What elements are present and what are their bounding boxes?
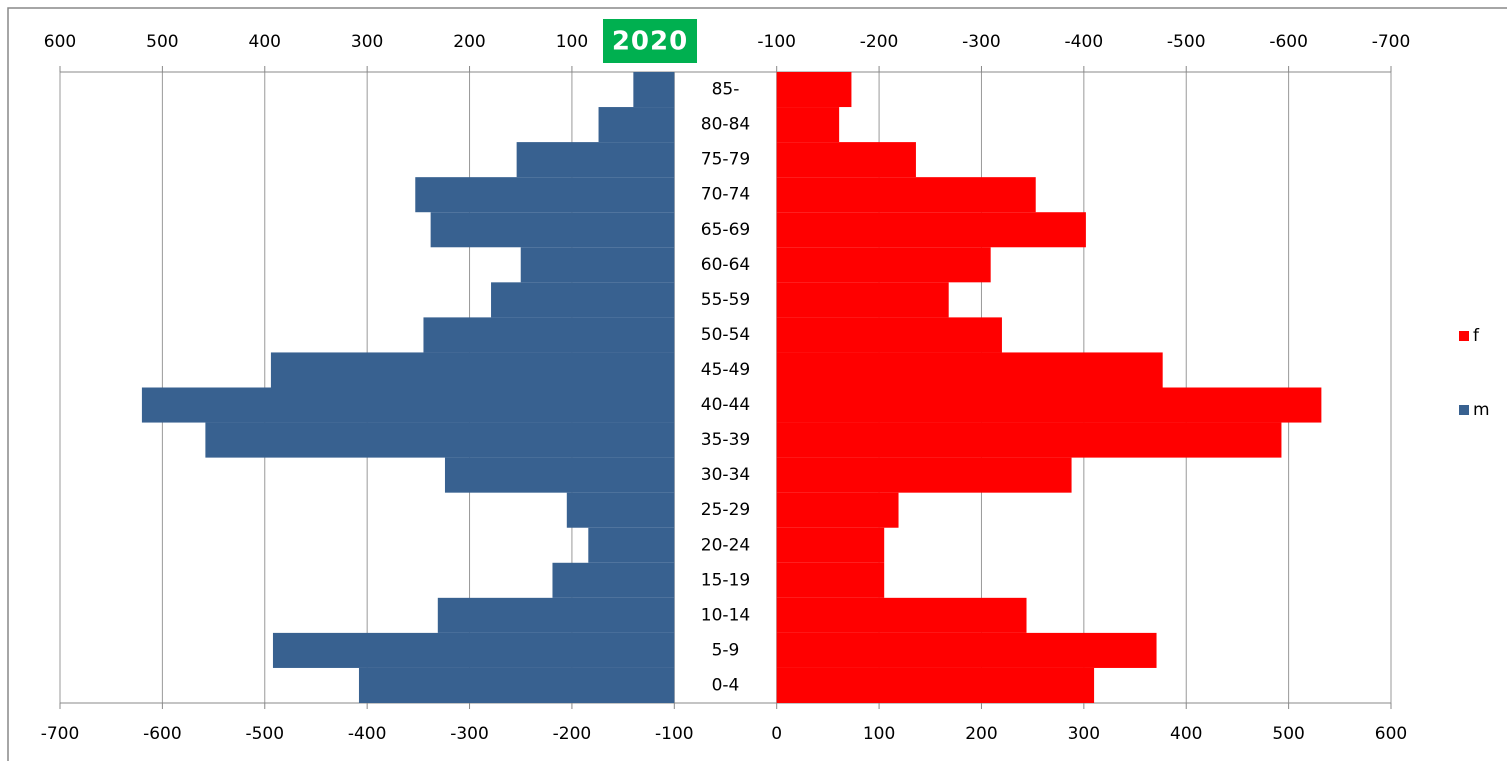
x-tick-label: 100	[863, 724, 895, 744]
category-label: 10-14	[701, 605, 750, 625]
x-tick-label: -300	[450, 724, 489, 744]
bar	[776, 667, 1095, 703]
legend-label: m	[1473, 400, 1490, 420]
x2-tick-label: -300	[962, 32, 1001, 52]
bar	[358, 667, 675, 703]
bar	[776, 107, 840, 143]
x2-tick-label: -600	[1269, 32, 1308, 52]
category-label: 65-69	[701, 220, 750, 240]
title-box	[603, 19, 697, 63]
bar	[588, 527, 675, 563]
bar	[633, 72, 675, 108]
legend-swatch	[1459, 405, 1469, 415]
x2-tick-label: -700	[1372, 32, 1411, 52]
x-tick-label: -500	[245, 724, 284, 744]
bar	[423, 317, 675, 353]
x-tick-label: -200	[553, 724, 592, 744]
x-tick-label: -600	[143, 724, 182, 744]
bar	[776, 142, 916, 178]
bar	[415, 177, 675, 213]
x-tick-label: 500	[1272, 724, 1304, 744]
category-label: 85-	[712, 80, 740, 100]
bar	[776, 422, 1282, 458]
bar	[776, 282, 949, 318]
bar	[776, 247, 991, 283]
legend-swatch	[1459, 331, 1469, 341]
x-tick-label: 200	[965, 724, 997, 744]
bar	[776, 492, 899, 528]
category-label: 20-24	[701, 535, 750, 555]
x2-tick-label: 500	[146, 32, 178, 52]
x2-tick-label: -200	[860, 32, 899, 52]
category-label: 80-84	[701, 115, 750, 135]
category-label: 5-9	[712, 640, 740, 660]
category-label: 45-49	[701, 360, 750, 380]
labels: -700 -600 -500 -400 -300 -200 -100 0 100 200 300 40…	[41, 19, 1490, 744]
x-tick-label: 300	[1068, 724, 1100, 744]
category-label: 55-59	[701, 290, 750, 310]
legend-label: f	[1473, 326, 1480, 346]
bar	[776, 527, 885, 563]
x2-tick-label: -500	[1167, 32, 1206, 52]
bar	[444, 457, 675, 493]
x-tick-label: 600	[1375, 724, 1407, 744]
category-label: 50-54	[701, 325, 750, 345]
category-label: 0-4	[712, 675, 740, 695]
x-tick-label: -700	[41, 724, 80, 744]
bar	[566, 492, 675, 528]
category-label: 30-34	[701, 465, 750, 485]
x2-tick-label: -100	[757, 32, 796, 52]
bar	[520, 247, 675, 283]
bar	[516, 142, 675, 178]
bar	[272, 632, 675, 668]
category-label: 25-29	[701, 500, 750, 520]
bar	[430, 212, 675, 248]
x2-tick-label: -400	[1065, 32, 1104, 52]
bar	[270, 352, 675, 388]
bar	[776, 562, 885, 598]
bar	[776, 387, 1322, 423]
bar	[141, 387, 675, 423]
bar	[776, 72, 852, 108]
category-label: 70-74	[701, 185, 750, 205]
category-label: 15-19	[701, 570, 750, 590]
bar	[776, 212, 1086, 248]
category-label: 35-39	[701, 430, 750, 450]
bar	[776, 317, 1002, 353]
bar	[598, 107, 675, 143]
x2-tick-label: 100	[556, 32, 588, 52]
category-label: 75-79	[701, 150, 750, 170]
x-tick-label: -100	[655, 724, 694, 744]
chart-title: 2020	[612, 27, 688, 57]
chart-frame	[7, 7, 1507, 761]
bar	[205, 422, 675, 458]
bar	[776, 597, 1027, 633]
x2-tick-label: 200	[453, 32, 485, 52]
bar	[552, 562, 675, 598]
category-label: 40-44	[701, 395, 750, 415]
bar	[437, 597, 675, 633]
x-tick-label: -400	[348, 724, 387, 744]
x-tick-label: 400	[1170, 724, 1202, 744]
x2-tick-label: 300	[351, 32, 383, 52]
bar	[776, 457, 1072, 493]
x2-tick-label: 400	[249, 32, 281, 52]
x2-tick-label: 600	[44, 32, 76, 52]
bar	[776, 352, 1163, 388]
x-tick-label: 0	[771, 724, 782, 744]
category-label: 60-64	[701, 255, 750, 275]
bars	[141, 72, 1322, 703]
bar	[491, 282, 675, 318]
bar	[776, 177, 1036, 213]
bar	[776, 632, 1157, 668]
